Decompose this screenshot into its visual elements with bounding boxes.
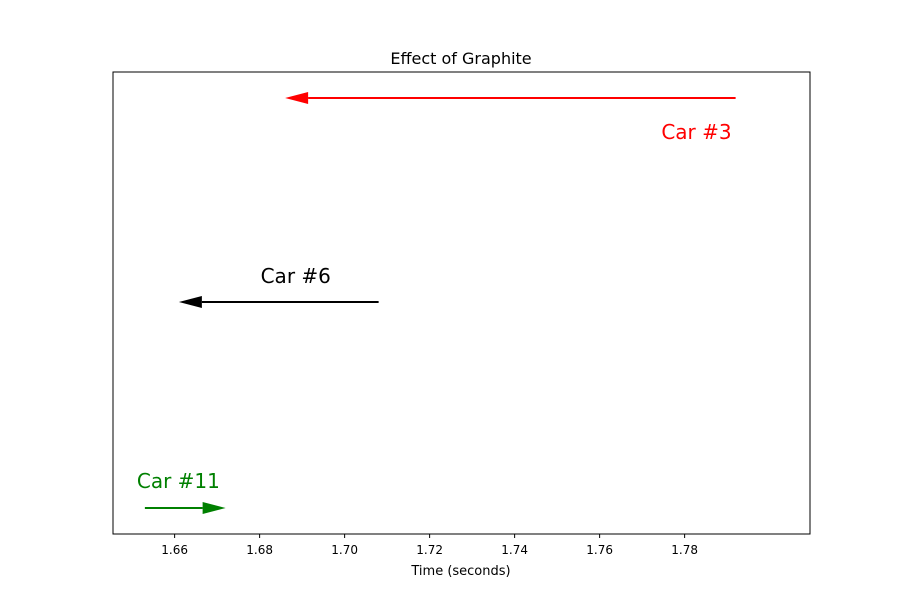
x-axis: 1.66 1.68 1.70 1.72 1.74 1.76 1.78 — [161, 534, 698, 557]
x-tick-label: 1.72 — [416, 543, 443, 557]
x-tick-label: 1.70 — [331, 543, 358, 557]
arrow-series: Car #3 Car #6 Car #11 — [137, 92, 736, 514]
x-tick-label: 1.74 — [501, 543, 528, 557]
x-tick-label: 1.78 — [671, 543, 698, 557]
x-tick-label: 1.76 — [586, 543, 613, 557]
arrow-head — [285, 92, 309, 104]
chart-title: Effect of Graphite — [390, 49, 531, 68]
x-tick-label: 1.66 — [161, 543, 188, 557]
plot-frame — [112, 71, 811, 535]
arrow-label: Car #11 — [137, 469, 220, 493]
arrow-head — [202, 502, 226, 514]
arrow-label: Car #3 — [661, 120, 731, 144]
arrow-head — [178, 296, 202, 308]
x-axis-title: Time (seconds) — [410, 564, 510, 579]
arrow-label: Car #6 — [261, 264, 331, 288]
x-tick-label: 1.68 — [246, 543, 273, 557]
